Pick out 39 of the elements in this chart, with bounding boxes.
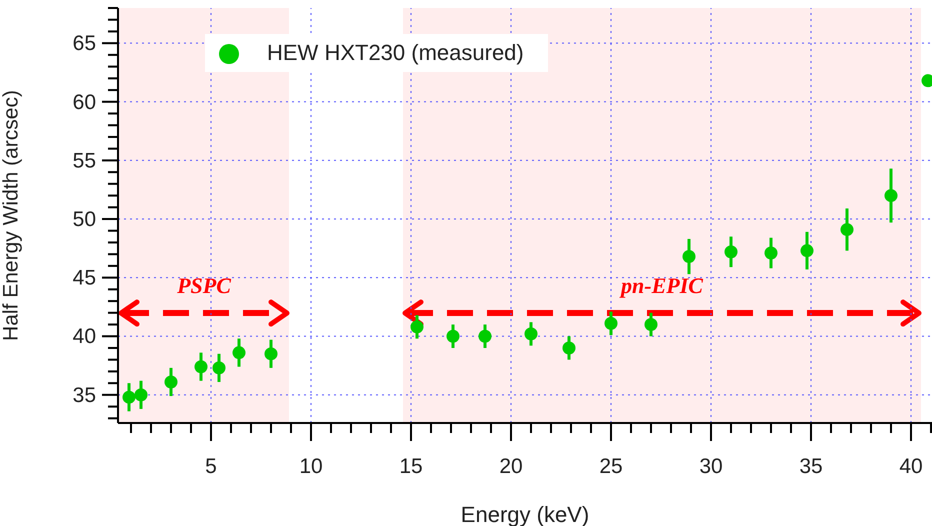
point xyxy=(800,244,814,258)
point xyxy=(264,347,278,360)
x-tick-label: 25 xyxy=(599,455,623,478)
point xyxy=(122,390,136,404)
x-tick-label: 15 xyxy=(399,455,423,478)
point xyxy=(446,330,460,343)
x-tick-label: 20 xyxy=(499,455,523,478)
legend-label: HEW HXT230 (measured) xyxy=(267,40,524,65)
point xyxy=(232,346,246,360)
point xyxy=(134,388,148,402)
x-tick-label: 40 xyxy=(899,455,923,478)
y-tick-label: 55 xyxy=(72,149,96,172)
point xyxy=(562,341,576,354)
point xyxy=(644,318,658,332)
y-tick-label: 35 xyxy=(72,384,96,407)
y-axis-title: Half Energy Width (arcsec) xyxy=(0,90,22,341)
y-tick-label: 60 xyxy=(72,90,96,114)
y-tick-label: 45 xyxy=(72,266,96,290)
band-label: PSPC xyxy=(176,273,232,298)
x-tick-label: 35 xyxy=(799,455,823,478)
point xyxy=(478,330,492,343)
x-tick-label: 10 xyxy=(299,455,323,478)
point xyxy=(164,375,178,388)
point xyxy=(212,361,226,374)
point xyxy=(724,245,738,258)
point xyxy=(682,250,696,264)
y-tick-label: 50 xyxy=(72,208,96,232)
band-label: pn-EPIC xyxy=(619,273,704,298)
point xyxy=(524,327,538,340)
point xyxy=(410,320,424,334)
x-tick-label: 5 xyxy=(205,455,217,478)
point xyxy=(194,360,208,374)
point xyxy=(604,316,618,330)
y-tick-label: 65 xyxy=(72,32,96,56)
point xyxy=(840,223,854,236)
point xyxy=(764,246,778,260)
x-tick-label: 30 xyxy=(699,455,723,478)
y-tick-label: 40 xyxy=(72,325,96,348)
point xyxy=(884,189,898,202)
